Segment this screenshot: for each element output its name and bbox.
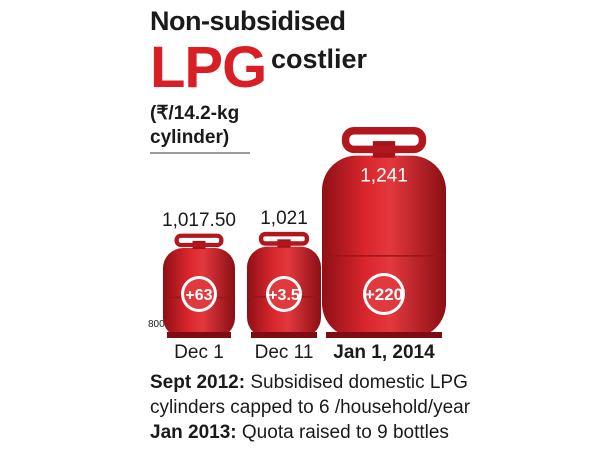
increase-badge: [269, 279, 299, 309]
title-divider: [150, 152, 250, 154]
category-label: Dec 1: [174, 342, 224, 363]
increase-badge: [184, 279, 214, 309]
headline-costlier: costlier: [271, 44, 368, 74]
unit-label-line2: cylinder): [150, 127, 230, 148]
headline-lpg: LPG: [150, 35, 267, 100]
footnote-text: Quota raised to 9 bottles: [236, 422, 449, 443]
cylinder-handle: [174, 233, 224, 248]
cylinder-handle: [341, 127, 427, 154]
cylinder-handle: [258, 231, 310, 246]
footnote-key: Jan 2013:: [150, 422, 237, 443]
category-label: Jan 1, 2014: [333, 342, 435, 363]
footnote-text: Subsidised domestic LPG: [245, 372, 468, 393]
value-label: 1,021: [260, 208, 308, 229]
footnote-line-2: cylinders capped to 6 /household/year: [150, 395, 470, 420]
cylinder-base: [251, 332, 317, 338]
increase-label: +63: [185, 287, 212, 304]
value-label: 1,017.50: [162, 210, 236, 231]
headline-line1: Non-subsidised: [150, 6, 346, 36]
cylinder-bar: +220 1,241 Jan 1, 2014: [322, 127, 446, 363]
increase-label: +3.5: [268, 287, 300, 304]
footnote-line-1: Sept 2012: Subsidised domestic LPG: [150, 370, 470, 395]
footnote-line-3: Jan 2013: Quota raised to 9 bottles: [150, 420, 470, 445]
footnote-key: Sept 2012:: [150, 372, 246, 393]
category-label: Dec 11: [255, 342, 314, 363]
cylinder-base: [167, 332, 231, 338]
unit-label-line1: (₹/14.2-kg: [150, 103, 240, 124]
cylinder-bar: +63 1,017.50 Dec 1: [162, 210, 236, 363]
footnote-text: cylinders capped to 6 /household/year: [150, 397, 471, 418]
increase-label: +220: [365, 285, 403, 304]
footnotes: Sept 2012: Subsidised domestic LPG cylin…: [150, 370, 470, 445]
cylinder-body: [322, 155, 446, 338]
increase-badge: [366, 276, 402, 312]
value-label: 1,241: [360, 166, 408, 187]
cylinder-bar: +3.5 1,021 Dec 11: [247, 208, 321, 363]
cylinder-base: [326, 332, 442, 338]
baseline-label: 800: [148, 319, 165, 330]
